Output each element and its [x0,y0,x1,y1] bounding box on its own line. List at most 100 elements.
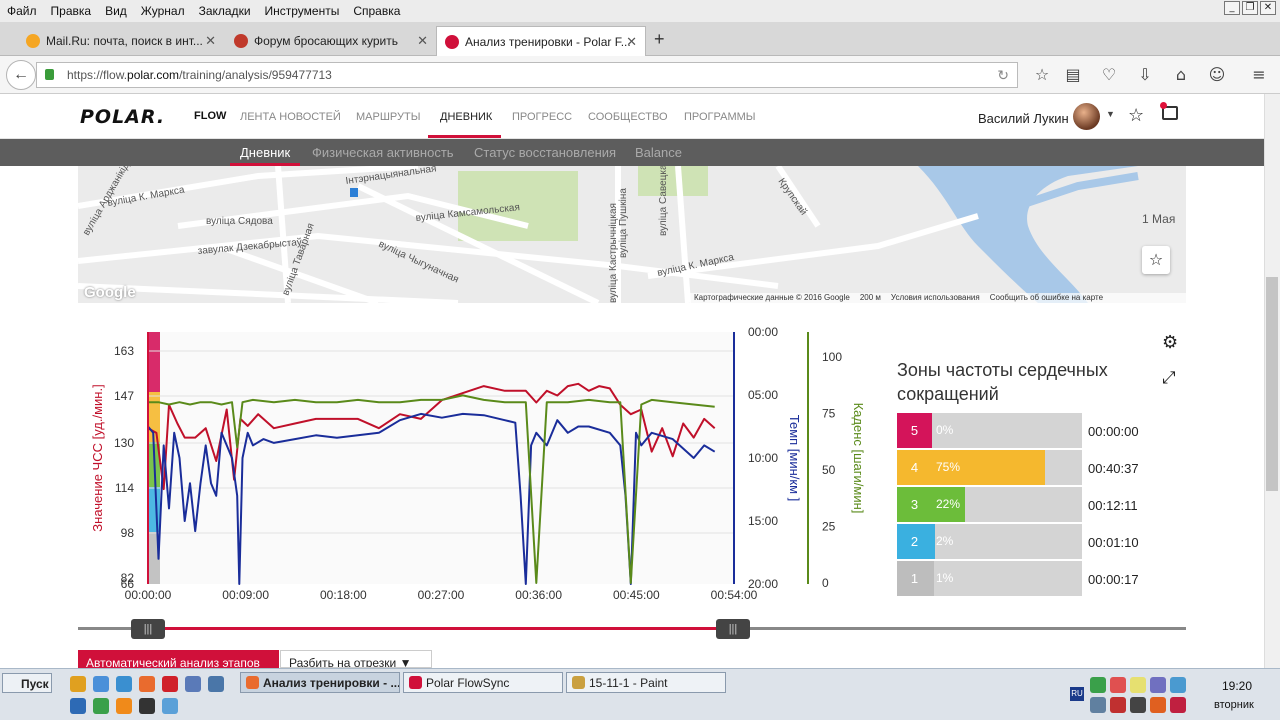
task-label: 15-11-1 - Paint [589,676,668,690]
quicklaunch-skype-icon[interactable] [162,698,178,714]
tray-icon[interactable] [1090,677,1106,693]
url-field[interactable]: https://flow.polar.com/training/analysis… [36,62,1018,88]
zone-number: 3 [897,487,932,522]
tab-forum[interactable]: Форум бросающих курить ✕ [226,26,436,56]
street-label: вуліца Савецкая [658,166,669,236]
minimize-button[interactable]: _ [1224,1,1240,15]
quicklaunch-opera-icon[interactable] [162,676,178,692]
x-tick-label: 00:45:00 [613,588,660,602]
x-tick-label: 00:36:00 [515,588,562,602]
tray-icon[interactable] [1170,677,1186,693]
route-map[interactable]: Інтэрнацыянальная вуліца Сядова вуліца К… [78,166,1186,303]
reload-icon[interactable]: ↻ [997,67,1009,83]
quicklaunch-vk-icon[interactable] [208,676,224,692]
quicklaunch-chrome-icon[interactable] [93,676,109,692]
home-icon[interactable]: ⌂ [1175,65,1187,84]
zone-time: 00:12:11 [1088,498,1138,513]
new-tab-plus-icon[interactable]: + [654,29,665,49]
quicklaunch-ie-icon[interactable] [70,698,86,714]
maximize-button[interactable]: ❐ [1242,1,1258,15]
tray-icon[interactable] [1110,677,1126,693]
range-slider-end-handle[interactable]: ||| [716,619,750,639]
nav-news-feed[interactable]: ЛЕНТА НОВОСТЕЙ [240,111,341,123]
subnav-diary[interactable]: Дневник [240,145,291,160]
range-slider-start-handle[interactable]: ||| [131,619,165,639]
cadence-tick-label: 0 [822,576,829,590]
fullscreen-icon[interactable]: ⤢ [1162,368,1176,388]
subnav-activity[interactable]: Физическая активность [312,145,454,160]
quicklaunch-globe-icon[interactable] [93,698,109,714]
map-terms-link[interactable]: Условия использования [890,293,980,302]
menu-help[interactable]: Справка [353,4,401,18]
menu-bookmarks[interactable]: Закладки [198,4,251,18]
cadence-tick-label: 100 [822,350,842,364]
task-flowsync[interactable]: Polar FlowSync [403,672,563,693]
tab-close-icon[interactable]: ✕ [417,33,428,48]
quicklaunch-avast-icon[interactable] [70,676,86,692]
tab-close-icon[interactable]: ✕ [626,34,637,49]
quicklaunch-ok-icon[interactable] [116,698,132,714]
mailru-favicon-icon [26,34,40,48]
zone-fill-bar [932,450,1045,485]
favorites-star-icon[interactable]: ☆ [1128,105,1145,126]
tray-icon[interactable] [1150,697,1166,713]
tray-icon[interactable] [1130,697,1146,713]
subnav-recovery[interactable]: Статус восстановления [474,145,617,160]
gear-icon[interactable]: ⚙ [1162,332,1179,353]
polar-logo[interactable]: POLAR. [80,106,166,128]
menu-history[interactable]: Журнал [140,4,185,18]
task-label: Polar FlowSync [426,676,510,690]
tray-icon[interactable] [1150,677,1166,693]
map-report-link[interactable]: Сообщить об ошибке на карте [989,293,1104,302]
nav-community[interactable]: СООБЩЕСТВО [588,111,668,123]
tray-icon[interactable] [1130,677,1146,693]
tab-mailru[interactable]: Mail.Ru: почта, поиск в инт... ✕ [18,26,224,56]
polar-favicon-icon [445,34,459,49]
tab-polar[interactable]: Анализ тренировки - Polar F... ✕ [436,26,646,56]
tray-icon[interactable] [1090,697,1106,713]
notifications-icon[interactable] [1162,106,1178,120]
tab-close-icon[interactable]: ✕ [205,33,216,48]
close-button[interactable]: ✕ [1260,1,1276,15]
back-arrow-icon[interactable]: ← [6,60,36,90]
downloads-icon[interactable]: ⇩ [1138,65,1152,84]
nav-programs[interactable]: ПРОГРАММЫ [684,111,756,123]
menu-view[interactable]: Вид [105,4,127,18]
menu-file[interactable]: Файл [7,4,37,18]
quicklaunch-firefox-icon[interactable] [139,676,155,692]
map-favorite-star-icon[interactable]: ☆ [1142,246,1170,274]
split-laps-dropdown[interactable]: Разбить на отрезки ▼ [280,650,432,668]
menu-edit[interactable]: Правка [50,4,92,18]
zone-row-5: 5 0% [897,413,1082,448]
clock-time[interactable]: 19:20 [1222,679,1253,693]
task-firefox[interactable]: Анализ тренировки - ... [240,672,400,693]
zone-row-3: 3 22% [897,487,1082,522]
quicklaunch-explorer-icon[interactable] [116,676,132,692]
avatar[interactable] [1073,103,1100,130]
task-paint[interactable]: 15-11-1 - Paint [566,672,726,693]
hamburger-menu-icon[interactable]: ≡ [1252,65,1266,84]
bookmark-star-icon[interactable]: ☆ [1034,65,1050,84]
start-button[interactable]: Пуск [2,673,52,693]
subnav-balance[interactable]: Balance [635,145,682,160]
quicklaunch-media-icon[interactable] [139,698,155,714]
tray-icon[interactable] [1110,697,1126,713]
language-indicator[interactable]: RU [1070,687,1084,701]
menu-tools[interactable]: Инструменты [264,4,340,18]
zone-fill-bar [932,561,934,596]
nav-diary[interactable]: ДНЕВНИК [440,111,493,123]
chevron-down-icon[interactable]: ▼ [1106,109,1115,119]
nav-routes[interactable]: МАРШРУТЫ [356,111,421,123]
scrollbar-thumb[interactable] [1266,277,1278,491]
zone-fill-bar [932,487,965,522]
reading-list-icon[interactable]: ▤ [1065,65,1081,84]
user-name[interactable]: Василий Лукин [978,111,1069,126]
chat-icon[interactable]: ☺ [1208,65,1226,84]
nav-progress[interactable]: ПРОГРЕСС [512,111,573,123]
tab-bar: Mail.Ru: почта, поиск в инт... ✕ Форум б… [0,22,1280,56]
quicklaunch-save-icon[interactable] [185,676,201,692]
auto-phase-analysis-button[interactable]: Автоматический анализ этапов [78,650,279,668]
pocket-icon[interactable]: ♡ [1101,65,1117,84]
tray-icon[interactable] [1170,697,1186,713]
